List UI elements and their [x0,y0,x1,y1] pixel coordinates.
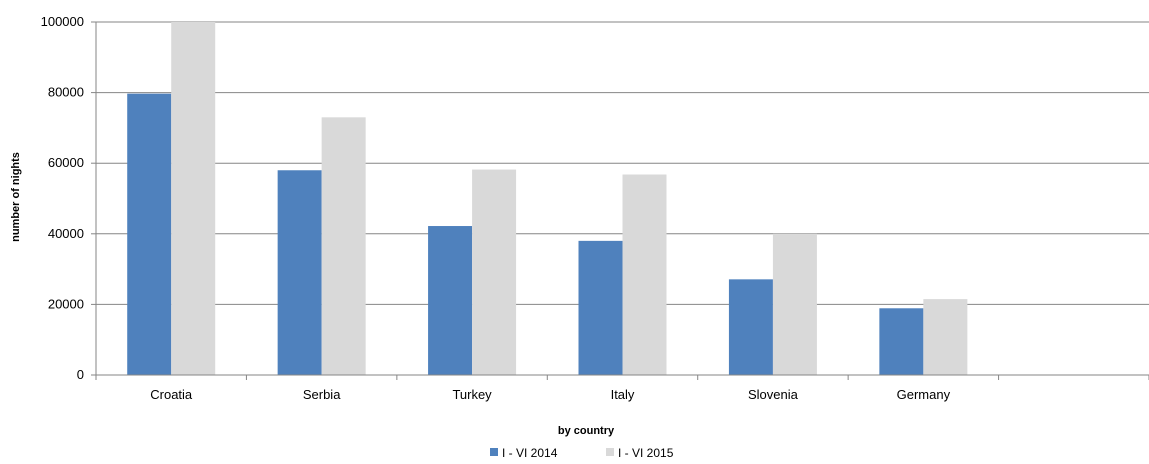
bar-series-1 [277,170,322,375]
bar-series-1 [879,308,924,375]
tick-labels: 0 20000 40000 60000 80000 100000 Croatia Serbia… [41,14,951,402]
legend-label: I - VI 2014 [502,446,558,460]
y-tick-label: 80000 [48,85,84,100]
bar-series-1 [428,226,473,375]
y-tick-label: 0 [77,367,84,382]
axes [91,21,1149,380]
x-tick-label: Germany [897,387,951,402]
bar-series-2 [171,22,216,375]
bar-series-2 [622,174,667,375]
bar-series-2 [923,299,968,375]
y-tick-label: 40000 [48,226,84,241]
y-tick-label: 20000 [48,296,84,311]
gridlines [96,21,1149,305]
x-tick-label: Croatia [150,387,193,402]
x-tick-label: Serbia [303,387,341,402]
bar-series-2 [772,233,817,375]
x-tick-label: Slovenia [748,387,799,402]
bar-series-1 [127,93,172,375]
legend-label: I - VI 2015 [618,446,674,460]
x-axis-title: by country [558,425,615,437]
bar-series-2 [472,169,517,375]
legend-swatch [606,448,614,456]
bar-series-2 [321,117,366,375]
legend: I - VI 2014 I - VI 2015 [490,446,674,460]
bars [127,22,968,375]
bar-series-1 [578,240,623,375]
bar-series-1 [728,279,773,375]
x-tick-label: Italy [611,387,635,402]
y-tick-label: 100000 [41,14,84,29]
y-tick-label: 60000 [48,155,84,170]
y-axis-title: number of nights [10,152,22,242]
legend-swatch [490,448,498,456]
x-tick-label: Turkey [452,387,492,402]
